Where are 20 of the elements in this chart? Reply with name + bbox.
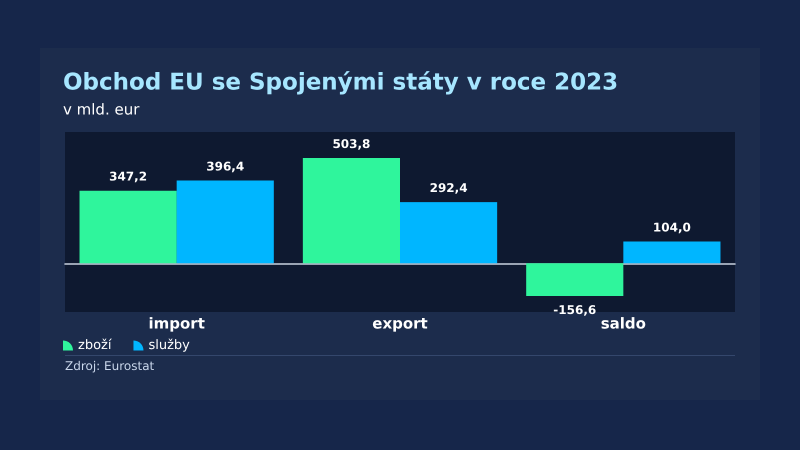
bar — [176, 180, 274, 264]
bar — [302, 158, 400, 264]
data-label: 347,2 — [109, 170, 148, 184]
x-tick-label: import — [148, 314, 205, 332]
x-tick-label: saldo — [600, 314, 646, 332]
chart-title: Obchod EU se Spojenými státy v roce 2023 — [63, 70, 618, 96]
legend-label: zboží — [78, 338, 112, 353]
data-label: 292,4 — [430, 181, 468, 196]
data-label: 396,4 — [206, 159, 244, 174]
text: Zdroj: Eurostat — [65, 359, 155, 373]
data-label: 503,8 — [332, 137, 370, 151]
bar — [623, 242, 720, 264]
data-label: -156,6 — [553, 303, 596, 317]
x-tick-label: export — [372, 314, 428, 332]
legend-label: služby — [148, 338, 190, 353]
bar — [80, 190, 177, 264]
chart-subtitle: v mld. eur — [63, 100, 140, 118]
data-label: 104,0 — [652, 220, 691, 235]
bar — [526, 263, 624, 296]
bar — [400, 202, 498, 264]
